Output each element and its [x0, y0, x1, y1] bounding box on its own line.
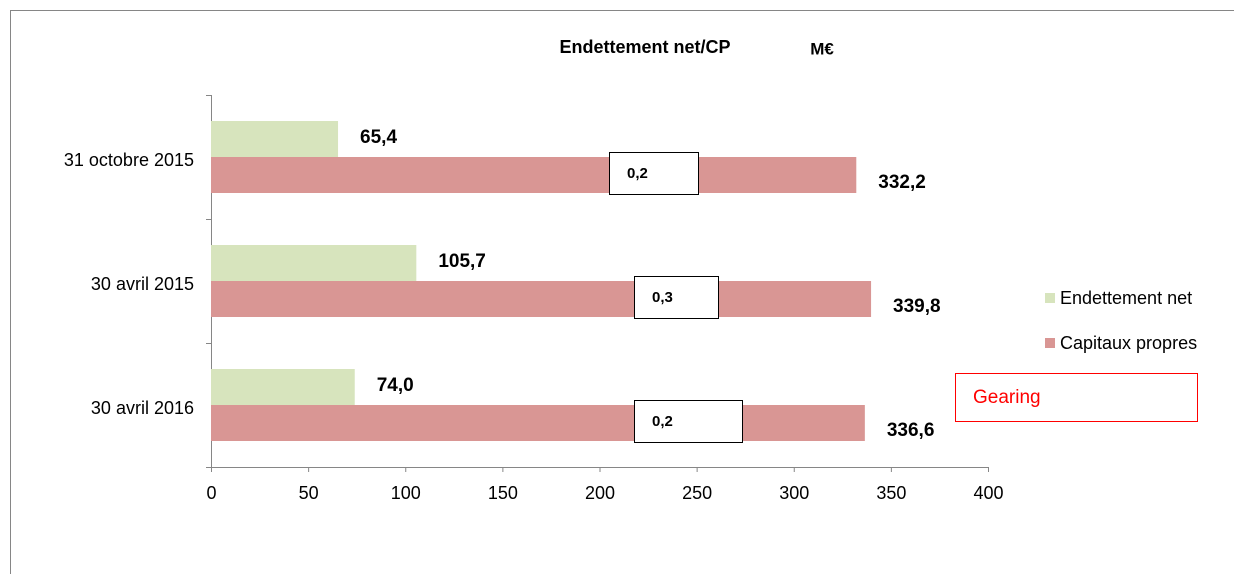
bar — [211, 157, 857, 193]
data-label: 65,4 — [360, 127, 397, 148]
x-tick-label: 100 — [391, 483, 421, 503]
gearing-box — [609, 152, 699, 195]
gearing-box — [634, 400, 743, 443]
data-label: 339,8 — [893, 296, 941, 317]
legend-label: Endettement net — [1060, 288, 1192, 308]
bar — [211, 369, 355, 405]
gearing-label: 0,3 — [652, 289, 673, 306]
gearing-legend-box — [955, 373, 1198, 422]
legend-label: Capitaux propres — [1060, 333, 1197, 353]
legend-swatch — [1045, 338, 1055, 348]
data-label: 105,7 — [438, 251, 486, 272]
chart-title: Endettement net/CP — [559, 37, 730, 57]
x-tick-label: 0 — [206, 483, 216, 503]
y-tick-label: 31 octobre 2015 — [64, 150, 194, 170]
bar — [211, 121, 339, 157]
unit-label: M€ — [810, 39, 834, 58]
x-tick-label: 400 — [973, 483, 1003, 503]
gearing-box — [634, 276, 719, 319]
data-label: 332,2 — [878, 172, 926, 193]
data-label: 336,6 — [887, 420, 935, 441]
x-tick-label: 50 — [299, 483, 319, 503]
x-tick-label: 150 — [488, 483, 518, 503]
x-tick-label: 350 — [876, 483, 906, 503]
bar — [211, 245, 417, 281]
x-tick-label: 200 — [585, 483, 615, 503]
bar — [211, 281, 872, 317]
gearing-label: 0,2 — [652, 413, 673, 430]
x-tick-label: 300 — [779, 483, 809, 503]
legend-swatch — [1045, 293, 1055, 303]
bar — [211, 405, 865, 441]
gearing-label: 0,2 — [627, 165, 648, 182]
chart-border — [10, 10, 1234, 574]
y-tick-label: 30 avril 2015 — [91, 274, 194, 294]
gearing-legend-label: Gearing — [973, 387, 1041, 408]
data-label: 74,0 — [377, 375, 414, 396]
y-tick-label: 30 avril 2016 — [91, 398, 194, 418]
x-tick-label: 250 — [682, 483, 712, 503]
